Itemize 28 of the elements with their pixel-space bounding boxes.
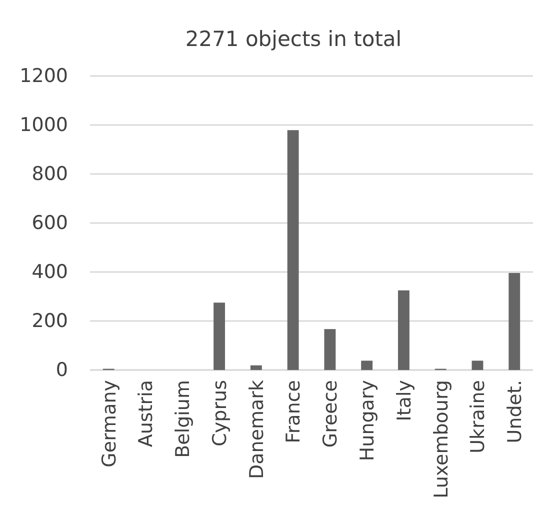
y-tick-label: 0 [56, 359, 68, 382]
bar [472, 360, 484, 370]
x-tick-label: Belgium [172, 380, 194, 458]
y-tick-label: 600 [32, 212, 68, 234]
x-tick-label: Luxembourg [430, 380, 452, 498]
x-tick-label: Italy [393, 380, 416, 422]
chart-title: 2271 objects in total [185, 27, 402, 51]
bar [324, 329, 336, 370]
y-tick-label: 1200 [20, 65, 68, 88]
bar [250, 365, 262, 370]
x-tick-label: Austria [135, 380, 158, 448]
x-tick-label: Greece [320, 380, 342, 448]
x-tick-label: Cyprus [208, 380, 231, 446]
x-tick-label: Ukraine [467, 380, 490, 454]
x-tick-label: France [282, 380, 305, 444]
y-tick-label: 800 [32, 163, 68, 186]
x-tick-label: Danemark [246, 380, 268, 479]
x-tick-label: Hungary [356, 380, 378, 462]
bar [214, 302, 226, 370]
x-tick-label: Germany [98, 380, 120, 468]
y-tick-label: 1000 [20, 114, 68, 136]
y-tick-label: 400 [32, 261, 68, 284]
x-tick-label: Undet. [504, 380, 526, 444]
bar [287, 130, 299, 370]
bar [361, 360, 373, 370]
y-tick-label: 200 [32, 310, 68, 332]
bar [508, 272, 520, 370]
bar [398, 290, 410, 370]
